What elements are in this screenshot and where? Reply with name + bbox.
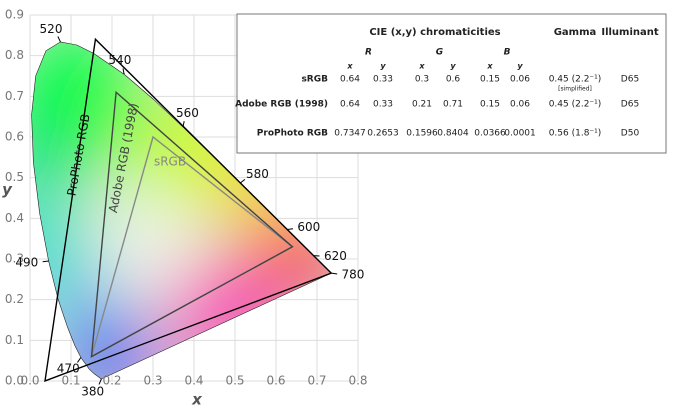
primary-label: R: [365, 48, 372, 58]
x-tick-label: 0.2: [102, 374, 121, 388]
wavelength-tick: [240, 179, 245, 183]
coord-label: y: [517, 62, 523, 71]
gamma-value: 0.45 (2.2⁻¹): [549, 100, 602, 110]
table-value: 0.21: [412, 100, 432, 110]
table-value: 0.1596: [406, 129, 438, 139]
coord-label: y: [380, 62, 386, 71]
table-value: 0.64: [340, 100, 360, 110]
x-tick-label: 0.7: [307, 374, 326, 388]
y-tick-label: 0.4: [5, 211, 24, 225]
wavelength-label: 580: [246, 167, 269, 181]
table-value: 0.06: [510, 100, 530, 110]
wavelength-tick: [331, 273, 337, 274]
table-value: 0.71: [443, 100, 463, 110]
coord-label: y: [450, 62, 456, 71]
y-tick-label: 0.6: [5, 130, 24, 144]
row-name: sRGB: [301, 75, 328, 85]
wavelength-tick: [43, 261, 49, 262]
table-value: 0.8404: [437, 129, 469, 139]
y-tick-label: 0.1: [5, 333, 24, 347]
table-value: 0.0001: [504, 129, 536, 139]
wavelength-label: 620: [324, 249, 347, 263]
table-value: 0.3: [415, 75, 429, 85]
x-tick-label: 0.1: [61, 374, 80, 388]
y-tick-label: 0.8: [5, 48, 24, 62]
primary-label: B: [504, 48, 511, 58]
x-tick-label: 0.6: [266, 374, 285, 388]
y-tick-label: 0.7: [5, 89, 24, 103]
table-value: 0.15: [480, 100, 500, 110]
y-tick-label: 0.0: [5, 374, 24, 388]
y-tick-label: 0.2: [5, 292, 24, 306]
wavelength-label: 560: [176, 106, 199, 120]
primary-label: G: [436, 48, 443, 58]
gamma-note: [simplified]: [558, 86, 592, 93]
wavelength-tick: [58, 37, 61, 42]
table-value: 0.0366: [474, 129, 506, 139]
wavelength-tick: [287, 229, 293, 230]
wavelength-label: 540: [108, 53, 131, 67]
table-value: 0.6: [446, 75, 461, 85]
table-value: 0.2653: [367, 129, 399, 139]
gamma-value: 0.45 (2.2⁻¹): [549, 75, 602, 85]
wavelength-label: 600: [297, 220, 320, 234]
gamut-label: sRGB: [154, 155, 186, 169]
wavelength-label: 380: [81, 384, 104, 398]
coord-label: x: [418, 62, 425, 71]
table-value: 0.33: [373, 100, 393, 110]
row-name: Adobe RGB (1998): [235, 100, 328, 110]
table-value: 0.7347: [334, 129, 366, 139]
x-tick-label: 0.5: [225, 374, 244, 388]
wavelength-label: 470: [57, 361, 80, 375]
y-tick-label: 0.5: [5, 170, 24, 184]
x-tick-label: 0.8: [348, 374, 367, 388]
wavelength-label: 490: [15, 255, 38, 269]
illuminant-value: D65: [621, 75, 639, 85]
table-value: 0.33: [373, 75, 393, 85]
coord-label: x: [346, 62, 353, 71]
gamma-value: 0.56 (1.8⁻¹): [549, 129, 602, 139]
y-tick-label: 0.9: [5, 8, 24, 22]
wavelength-label: 520: [40, 22, 63, 36]
table-header: CIE (x,y) chromaticities: [369, 27, 500, 38]
illuminant-value: D50: [621, 129, 640, 139]
x-axis-label: x: [191, 391, 203, 409]
coord-label: x: [486, 62, 493, 71]
x-tick-label: 0.3: [143, 374, 162, 388]
table-value: 0.64: [340, 75, 360, 85]
wavelength-label: 780: [342, 268, 365, 282]
table-header: Illuminant: [601, 27, 659, 38]
row-name: ProPhoto RGB: [257, 129, 328, 139]
x-tick-label: 0.4: [184, 374, 203, 388]
table-value: 0.15: [480, 75, 500, 85]
illuminant-value: D65: [621, 100, 639, 110]
table-value: 0.06: [510, 75, 530, 85]
table-header: Gamma: [554, 27, 597, 38]
